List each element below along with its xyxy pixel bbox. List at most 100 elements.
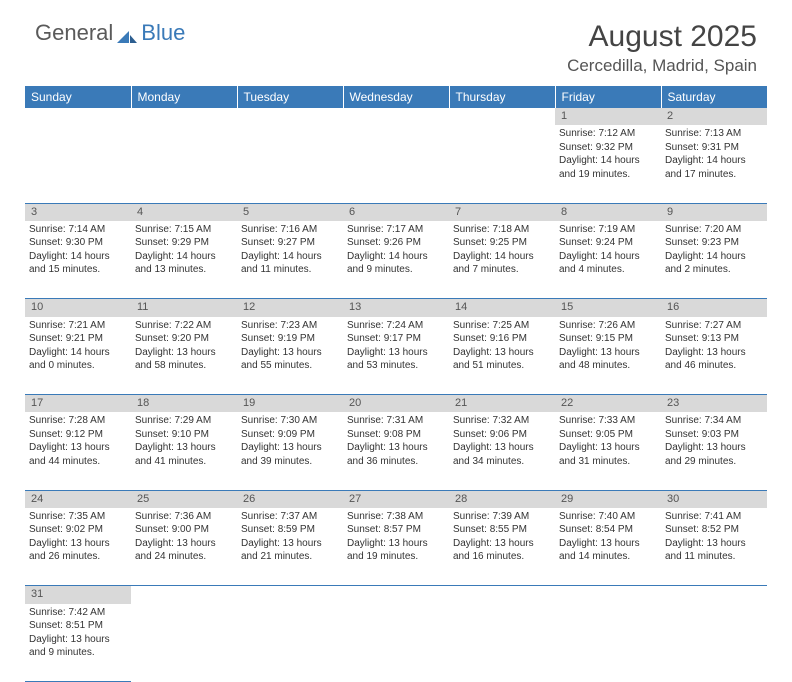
daylight-text: Daylight: 13 hours and 36 minutes. xyxy=(347,441,445,468)
day-cell: Sunrise: 7:25 AMSunset: 9:16 PMDaylight:… xyxy=(449,317,555,395)
day-number: 14 xyxy=(449,299,555,317)
sunrise-text: Sunrise: 7:14 AM xyxy=(29,223,127,237)
day-number: 2 xyxy=(661,108,767,125)
day-cell xyxy=(25,125,131,203)
sunset-text: Sunset: 8:52 PM xyxy=(665,523,763,537)
daylight-text: Daylight: 14 hours and 13 minutes. xyxy=(135,250,233,277)
day-cell xyxy=(131,604,237,682)
weekday-header: Monday xyxy=(131,86,237,108)
sunset-text: Sunset: 8:54 PM xyxy=(559,523,657,537)
sunrise-text: Sunrise: 7:12 AM xyxy=(559,127,657,141)
daylight-text: Daylight: 13 hours and 11 minutes. xyxy=(665,537,763,564)
day-cell: Sunrise: 7:16 AMSunset: 9:27 PMDaylight:… xyxy=(237,221,343,299)
day-number: 20 xyxy=(343,395,449,413)
day-cell: Sunrise: 7:37 AMSunset: 8:59 PMDaylight:… xyxy=(237,508,343,586)
day-number-row: 10111213141516 xyxy=(25,299,767,317)
day-cell: Sunrise: 7:13 AMSunset: 9:31 PMDaylight:… xyxy=(661,125,767,203)
day-cell: Sunrise: 7:41 AMSunset: 8:52 PMDaylight:… xyxy=(661,508,767,586)
weekday-header: Wednesday xyxy=(343,86,449,108)
day-number: 27 xyxy=(343,490,449,508)
daylight-text: Daylight: 13 hours and 19 minutes. xyxy=(347,537,445,564)
title-block: August 2025 Cercedilla, Madrid, Spain xyxy=(567,20,757,76)
daylight-text: Daylight: 13 hours and 39 minutes. xyxy=(241,441,339,468)
sunset-text: Sunset: 9:30 PM xyxy=(29,236,127,250)
location: Cercedilla, Madrid, Spain xyxy=(567,56,757,76)
sunset-text: Sunset: 9:05 PM xyxy=(559,428,657,442)
sunrise-text: Sunrise: 7:36 AM xyxy=(135,510,233,524)
day-cell: Sunrise: 7:35 AMSunset: 9:02 PMDaylight:… xyxy=(25,508,131,586)
day-number xyxy=(237,108,343,125)
day-number xyxy=(237,586,343,604)
logo: General Blue xyxy=(35,20,185,46)
sunset-text: Sunset: 9:25 PM xyxy=(453,236,551,250)
daylight-text: Daylight: 13 hours and 14 minutes. xyxy=(559,537,657,564)
calendar-body: 12Sunrise: 7:12 AMSunset: 9:32 PMDayligh… xyxy=(25,108,767,682)
sunset-text: Sunset: 9:21 PM xyxy=(29,332,127,346)
day-number: 22 xyxy=(555,395,661,413)
day-number: 19 xyxy=(237,395,343,413)
daylight-text: Daylight: 14 hours and 9 minutes. xyxy=(347,250,445,277)
day-cell xyxy=(661,604,767,682)
day-cell: Sunrise: 7:27 AMSunset: 9:13 PMDaylight:… xyxy=(661,317,767,395)
day-number xyxy=(25,108,131,125)
daylight-text: Daylight: 13 hours and 26 minutes. xyxy=(29,537,127,564)
sunrise-text: Sunrise: 7:22 AM xyxy=(135,319,233,333)
day-cell: Sunrise: 7:15 AMSunset: 9:29 PMDaylight:… xyxy=(131,221,237,299)
day-cell xyxy=(343,604,449,682)
sunrise-text: Sunrise: 7:38 AM xyxy=(347,510,445,524)
day-cell xyxy=(449,604,555,682)
daylight-text: Daylight: 13 hours and 16 minutes. xyxy=(453,537,551,564)
day-number: 18 xyxy=(131,395,237,413)
sunset-text: Sunset: 9:24 PM xyxy=(559,236,657,250)
sunrise-text: Sunrise: 7:19 AM xyxy=(559,223,657,237)
daylight-text: Daylight: 13 hours and 31 minutes. xyxy=(559,441,657,468)
daylight-text: Daylight: 13 hours and 34 minutes. xyxy=(453,441,551,468)
daylight-text: Daylight: 13 hours and 21 minutes. xyxy=(241,537,339,564)
daylight-text: Daylight: 14 hours and 11 minutes. xyxy=(241,250,339,277)
day-number: 24 xyxy=(25,490,131,508)
day-cell: Sunrise: 7:26 AMSunset: 9:15 PMDaylight:… xyxy=(555,317,661,395)
weekday-header: Tuesday xyxy=(237,86,343,108)
daylight-text: Daylight: 13 hours and 58 minutes. xyxy=(135,346,233,373)
day-number: 17 xyxy=(25,395,131,413)
logo-sail-icon xyxy=(115,25,139,41)
daylight-text: Daylight: 14 hours and 15 minutes. xyxy=(29,250,127,277)
day-number xyxy=(131,108,237,125)
day-number: 1 xyxy=(555,108,661,125)
sunset-text: Sunset: 9:06 PM xyxy=(453,428,551,442)
daylight-text: Daylight: 13 hours and 53 minutes. xyxy=(347,346,445,373)
sunset-text: Sunset: 8:59 PM xyxy=(241,523,339,537)
sunset-text: Sunset: 9:03 PM xyxy=(665,428,763,442)
day-number: 31 xyxy=(25,586,131,604)
day-number: 21 xyxy=(449,395,555,413)
sunset-text: Sunset: 9:00 PM xyxy=(135,523,233,537)
day-cell: Sunrise: 7:32 AMSunset: 9:06 PMDaylight:… xyxy=(449,412,555,490)
day-number-row: 12 xyxy=(25,108,767,125)
day-cell: Sunrise: 7:22 AMSunset: 9:20 PMDaylight:… xyxy=(131,317,237,395)
day-number xyxy=(343,586,449,604)
day-number: 8 xyxy=(555,203,661,221)
day-number: 4 xyxy=(131,203,237,221)
sunrise-text: Sunrise: 7:21 AM xyxy=(29,319,127,333)
day-cell xyxy=(237,125,343,203)
day-cell: Sunrise: 7:12 AMSunset: 9:32 PMDaylight:… xyxy=(555,125,661,203)
day-number: 29 xyxy=(555,490,661,508)
day-number: 15 xyxy=(555,299,661,317)
day-number: 23 xyxy=(661,395,767,413)
sunset-text: Sunset: 9:29 PM xyxy=(135,236,233,250)
daylight-text: Daylight: 13 hours and 44 minutes. xyxy=(29,441,127,468)
daylight-text: Daylight: 14 hours and 7 minutes. xyxy=(453,250,551,277)
sunrise-text: Sunrise: 7:30 AM xyxy=(241,414,339,428)
day-number xyxy=(131,586,237,604)
day-detail-row: Sunrise: 7:35 AMSunset: 9:02 PMDaylight:… xyxy=(25,508,767,586)
sunset-text: Sunset: 9:10 PM xyxy=(135,428,233,442)
month-title: August 2025 xyxy=(567,20,757,54)
daylight-text: Daylight: 13 hours and 55 minutes. xyxy=(241,346,339,373)
day-number-row: 24252627282930 xyxy=(25,490,767,508)
day-cell: Sunrise: 7:33 AMSunset: 9:05 PMDaylight:… xyxy=(555,412,661,490)
sunset-text: Sunset: 9:17 PM xyxy=(347,332,445,346)
logo-text-blue: Blue xyxy=(141,20,185,46)
day-cell: Sunrise: 7:30 AMSunset: 9:09 PMDaylight:… xyxy=(237,412,343,490)
day-number-row: 17181920212223 xyxy=(25,395,767,413)
sunrise-text: Sunrise: 7:27 AM xyxy=(665,319,763,333)
